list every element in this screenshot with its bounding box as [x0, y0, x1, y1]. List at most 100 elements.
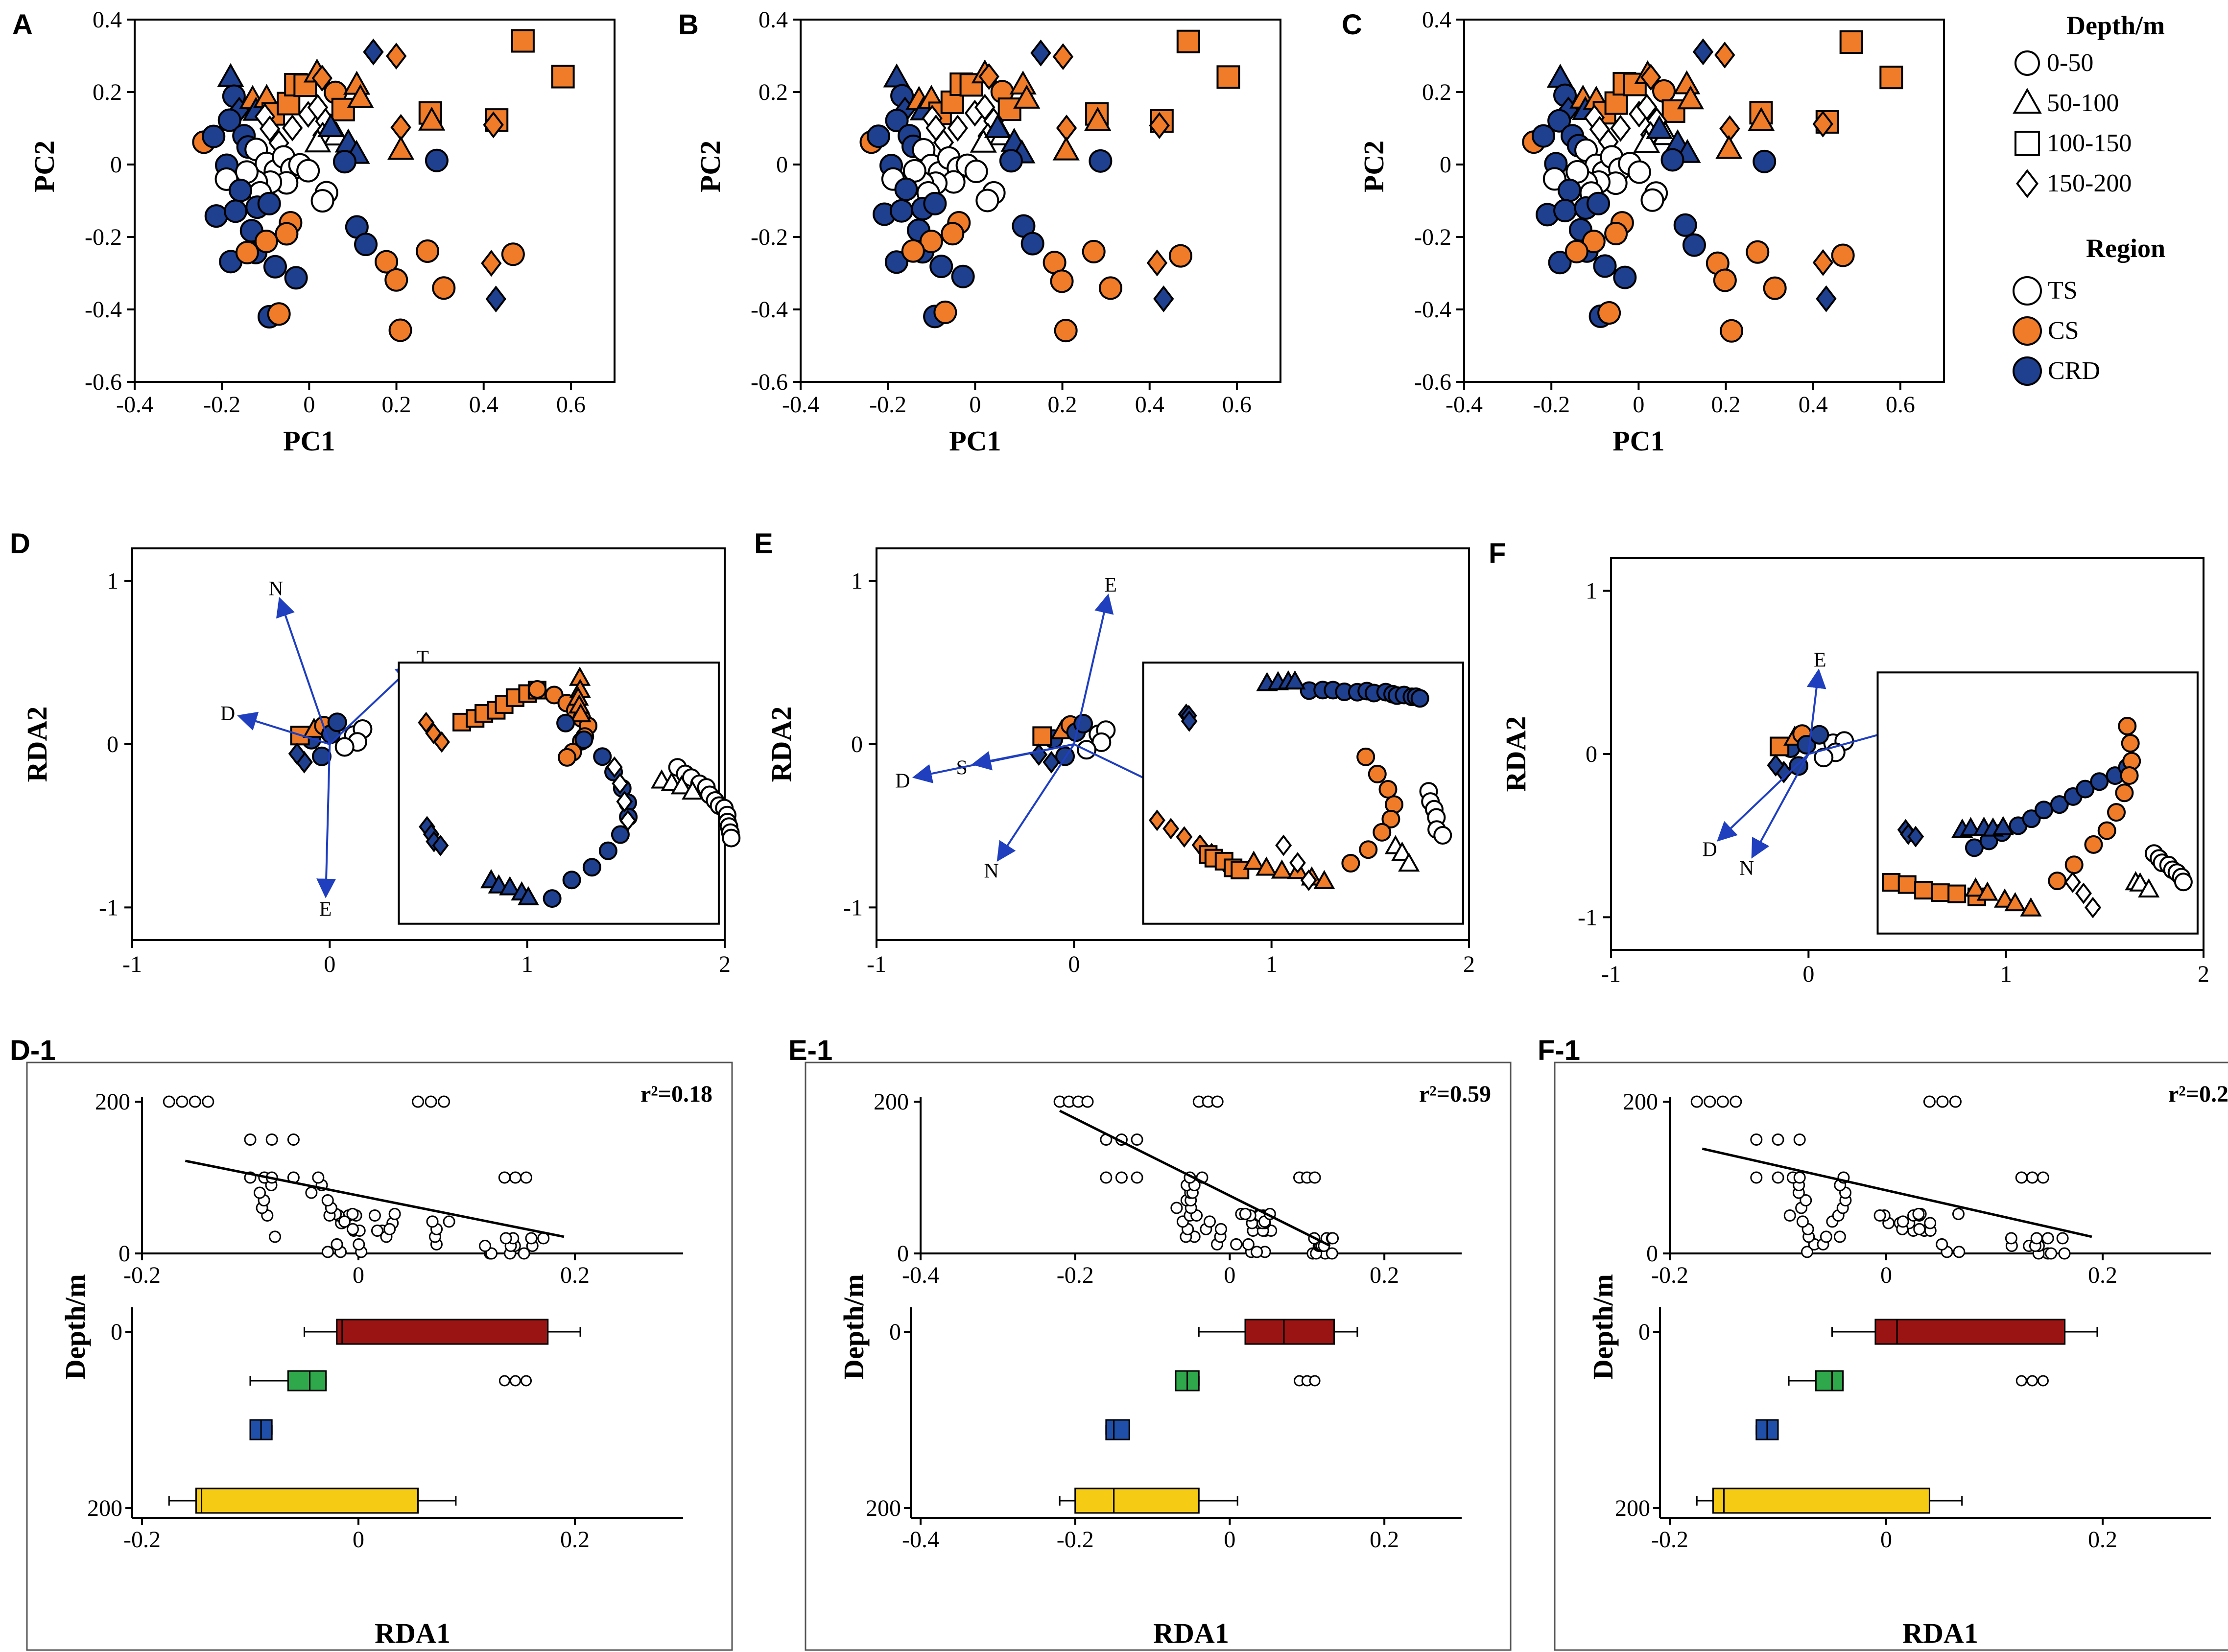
data-point — [485, 285, 507, 313]
depth-point — [1170, 1202, 1183, 1214]
data-point — [1636, 94, 1658, 121]
data-point — [1753, 149, 1777, 173]
data-point — [217, 108, 241, 132]
inset-point — [2174, 873, 2193, 892]
inset-point — [1231, 860, 1250, 879]
data-point — [483, 111, 504, 139]
inset-point — [2020, 897, 2042, 917]
depth-point — [1211, 1095, 1224, 1108]
depth-point — [412, 1095, 425, 1108]
depth-point — [1793, 1133, 1806, 1146]
data-point — [1056, 115, 1077, 142]
data-point — [263, 255, 287, 279]
data-point — [1879, 66, 1903, 90]
depth-point — [269, 1230, 282, 1243]
data-point — [959, 73, 983, 97]
y-tick-label: 0.4 — [93, 7, 122, 33]
y-tick-label: -0.6 — [1414, 369, 1451, 395]
inset-point — [2075, 882, 2092, 904]
depth-point — [443, 1215, 455, 1228]
data-point — [310, 189, 334, 213]
data-point — [331, 97, 355, 121]
vector-label-D: D — [1702, 839, 1717, 861]
inset-point — [1433, 826, 1452, 845]
data-point — [1043, 751, 1060, 774]
y-axis-label: PC2 — [1358, 141, 1390, 192]
data-point — [204, 204, 228, 228]
inset-point — [1947, 884, 1967, 903]
y-tick-label: 200 — [95, 1089, 130, 1115]
inset-point — [433, 731, 450, 753]
legend-depth-label: 0-50 — [2047, 49, 2093, 77]
box-50 — [1815, 1370, 1844, 1392]
data-point — [1646, 115, 1673, 139]
vector-label-N: N — [984, 860, 999, 883]
legend-region-label: CS — [2048, 317, 2079, 345]
depth-point — [287, 1133, 300, 1146]
inset-point — [1300, 869, 1317, 891]
inset-point — [1284, 670, 1306, 690]
inset-point — [2084, 835, 2103, 854]
depth-point — [1230, 1238, 1243, 1251]
x-tick-label: 0.2 — [1711, 392, 1741, 418]
depth-point — [479, 1240, 492, 1252]
data-point — [984, 114, 1011, 138]
data-point — [1149, 112, 1170, 139]
depth-point — [1936, 1238, 1948, 1251]
data-point — [254, 230, 278, 254]
y-tick-label: 0 — [110, 152, 122, 178]
data-point — [1593, 254, 1617, 278]
depth-point — [368, 1209, 381, 1222]
y-tick-label: -0.6 — [85, 369, 122, 395]
data-point — [884, 250, 908, 274]
depth-point — [485, 1247, 498, 1260]
depth-point — [1308, 1171, 1321, 1184]
data-point — [929, 255, 953, 279]
data-point — [1814, 748, 1834, 768]
data-point — [1020, 232, 1044, 256]
inset-point — [2138, 878, 2160, 897]
data-point — [1216, 65, 1240, 89]
legend-region-title: Region — [2086, 234, 2165, 263]
data-point — [933, 300, 957, 324]
inset-point — [2118, 716, 2137, 735]
vector-arrow — [1073, 593, 1114, 745]
depth-point — [346, 1223, 359, 1235]
depth-point — [253, 1186, 266, 1199]
x-tick-label: 0 — [1802, 961, 1814, 987]
data-point — [1146, 249, 1168, 277]
y-tick-label: 200 — [1615, 1495, 1650, 1521]
data-point — [1587, 191, 1611, 215]
inset-point — [612, 773, 629, 795]
plot-frame — [800, 19, 1281, 383]
box-outlier — [521, 1375, 532, 1387]
vector-label-E: E — [1104, 574, 1117, 597]
depth-point — [1690, 1095, 1703, 1108]
legend-swatch-CRD — [2013, 356, 2042, 386]
depth-point — [525, 1232, 538, 1245]
depth-point — [338, 1215, 351, 1228]
data-point — [384, 268, 408, 292]
x-tick-label: -1 — [122, 951, 142, 977]
x-tick-label: 0.2 — [1370, 1527, 1399, 1553]
depth-point — [388, 1207, 401, 1220]
legend: Depth/m 0-50 50-100 100-150 150-200 Region TS C… — [2013, 11, 2165, 386]
x-tick-label: -0.4 — [1446, 392, 1483, 418]
data-point — [970, 128, 997, 153]
data-point — [1547, 109, 1571, 133]
data-point — [1627, 160, 1651, 184]
inset-point — [528, 680, 547, 699]
depth-point — [2037, 1171, 2049, 1184]
data-point — [1770, 736, 1790, 756]
vector-arrow — [996, 743, 1075, 862]
inset-point — [499, 876, 521, 896]
depth-point — [1239, 1207, 1252, 1220]
inset-point — [1181, 710, 1198, 732]
depth-point — [1912, 1207, 1925, 1220]
x-axis-label: RDA1 — [1153, 1617, 1229, 1649]
y-tick-label: 0 — [851, 732, 863, 757]
inset-point — [558, 748, 577, 767]
y-tick-label: 0 — [1638, 1319, 1650, 1345]
